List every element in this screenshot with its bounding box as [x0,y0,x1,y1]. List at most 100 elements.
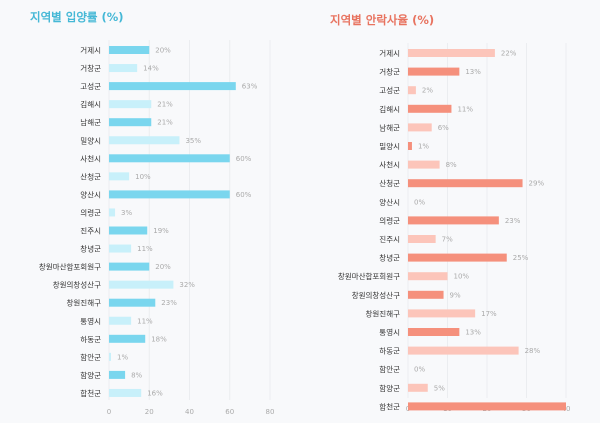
category-label: 거창군 [80,64,101,73]
category-label: 창녕군 [80,245,101,254]
data-label: 14% [143,65,159,73]
data-label: 13% [465,68,481,76]
bar [109,370,126,379]
bar [408,86,416,95]
bar [408,402,566,411]
chart-title-euthanasia: 지역별 안락사율 (%) [330,13,435,27]
category-label: 창원진해구 [366,308,401,318]
bar [109,262,150,271]
bar [408,179,523,188]
category-label: 남해군 [80,117,101,127]
bar [109,226,148,235]
data-label: 35% [185,137,201,145]
data-label: 1% [117,353,128,361]
category-label: 창원의창성산구 [53,280,101,290]
data-label: 11% [137,317,153,325]
category-label: 양산시 [80,189,101,199]
bar [408,290,444,299]
bar [408,328,460,336]
bar [109,154,230,163]
data-label: 60% [236,155,252,163]
category-label: 창원마산합포회원구 [338,271,400,281]
category-label: 산청군 [80,171,101,181]
category-label: 거제시 [80,46,101,55]
category-label: 거창군 [379,68,400,77]
bar [408,104,452,113]
category-label: 진주시 [80,226,101,236]
bar [408,123,432,132]
data-label: 60% [236,191,252,199]
data-label: 21% [157,101,173,109]
category-label: 합천군 [379,401,400,411]
category-label: 진주시 [379,234,400,244]
data-label: 8% [446,161,457,169]
bar [109,388,142,397]
category-label: 밀양시 [379,142,400,151]
data-label: 9% [450,291,461,299]
category-label: 합천군 [80,388,101,398]
category-label: 함안군 [379,364,400,374]
bar [109,136,180,145]
category-label: 창녕군 [379,254,400,263]
bar [408,142,412,150]
data-label: 10% [454,273,470,281]
category-label: 하동군 [379,346,400,356]
category-label: 김해시 [379,104,400,114]
bar [109,100,152,109]
bar [109,118,152,127]
data-label: 7% [442,236,453,244]
category-label: 양산시 [379,197,400,207]
category-label: 남해군 [379,122,400,132]
bar [408,216,499,225]
data-label: 20% [155,263,171,271]
bar [408,49,495,57]
data-label: 22% [501,50,517,58]
category-label: 창원마산합포회원구 [39,262,101,272]
category-label: 고성군 [379,86,400,95]
data-label: 63% [242,83,258,91]
bar [109,244,132,253]
bar [408,235,436,243]
data-label: 0% [414,198,425,206]
category-label: 산청군 [379,178,400,188]
bar [109,82,236,91]
data-label: 18% [151,335,167,343]
x-tick-label: 0 [107,408,111,416]
bar [109,280,174,289]
data-label: 29% [529,180,545,188]
bar [109,172,130,181]
category-label: 함안군 [80,352,101,362]
bar [109,46,150,54]
data-label: 6% [438,124,449,132]
data-label: 32% [179,281,195,289]
data-label: 0% [414,366,425,374]
data-label: 13% [465,329,481,337]
category-label: 하동군 [80,334,101,344]
bar [408,383,428,392]
data-label: 11% [137,245,153,253]
category-label: 함양군 [379,384,400,393]
x-tick-label: 20 [145,408,154,416]
data-label: 20% [155,47,171,55]
bar [109,208,116,217]
bar [109,334,146,343]
category-label: 밀양시 [80,136,101,145]
data-label: 17% [481,310,497,318]
bar [408,253,507,262]
data-label: 8% [131,371,142,379]
bar [109,190,230,199]
data-label: 21% [157,119,173,127]
category-label: 창원진해구 [67,298,102,308]
bar [109,298,156,307]
bar [408,67,460,76]
bar [408,309,476,318]
data-label: 1% [418,143,429,151]
data-label: 25% [513,254,529,262]
bar [408,272,448,281]
bar [109,352,112,361]
x-tick-label: 60 [225,408,234,416]
bar [408,160,440,169]
data-label: 3% [121,209,132,217]
category-label: 고성군 [80,82,101,91]
